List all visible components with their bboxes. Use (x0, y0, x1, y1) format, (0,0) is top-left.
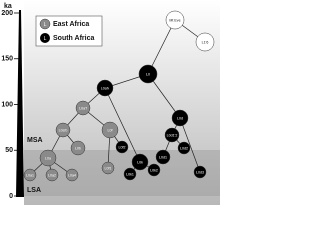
node-label: L0a4 (68, 173, 76, 177)
node (39, 149, 57, 167)
node-label: L0a1 (26, 173, 34, 177)
node (101, 161, 115, 175)
node (155, 149, 171, 165)
node-label: L0f2 (119, 145, 126, 149)
tick-label: 0 (9, 193, 13, 200)
node (138, 64, 158, 84)
node-label: L0a2 (48, 173, 56, 177)
node-label: L0d (177, 116, 183, 120)
legend-symbol-text: L (44, 22, 47, 28)
node (177, 141, 191, 155)
tick-label: 100 (1, 101, 13, 108)
node-label: L0d2 (180, 146, 188, 150)
axis-unit: ka (4, 3, 12, 10)
node (23, 168, 37, 182)
edge (147, 19, 176, 75)
edge (104, 87, 141, 163)
node (65, 168, 79, 182)
node-label: L0a'k (101, 86, 110, 90)
tick-label: 200 (1, 10, 13, 17)
node-label: L0a (45, 156, 51, 160)
node-label: L1'6 (202, 40, 209, 44)
node (193, 165, 207, 179)
node (55, 122, 71, 138)
node-label: Mt Eve (169, 18, 180, 22)
period-label: MSA (27, 137, 43, 144)
tick-label: 50 (5, 147, 13, 154)
node-label: L0d1 (159, 155, 167, 159)
node-label: L0a'f (79, 106, 87, 110)
node (164, 127, 180, 143)
node-label: L0d1'2 (167, 133, 178, 137)
node (131, 153, 149, 171)
period-label: LSA (27, 187, 41, 194)
node (195, 32, 215, 52)
nodes: Mt Eve L1'6 L0 L0a'k L0a'f L0a'b L0f L0a L0b L0f2… (23, 10, 215, 182)
legend-label: East Africa (53, 21, 89, 28)
time-axis (16, 10, 24, 197)
node (123, 167, 137, 181)
legend-symbol (39, 18, 51, 30)
node (165, 10, 185, 30)
legend-label: South Africa (53, 35, 94, 42)
edge (179, 117, 201, 173)
node-label: L0a'b (59, 128, 68, 132)
node (70, 140, 86, 156)
node-label: L0d3 (196, 170, 204, 174)
legend-symbol (40, 33, 50, 43)
node-label: L0 (146, 72, 150, 76)
node (101, 121, 119, 139)
node-label: L0k1 (126, 172, 134, 176)
node (115, 140, 129, 154)
node (45, 168, 59, 182)
node-label: L0f1 (105, 166, 112, 170)
node-label: L0k2 (150, 168, 158, 172)
node (75, 100, 91, 116)
node (147, 163, 161, 177)
legend-symbol-text: L (44, 36, 47, 42)
node (171, 109, 189, 127)
node (96, 79, 114, 97)
node-label: L0f (108, 128, 113, 132)
node-label: L0b (75, 146, 81, 150)
tick-label: 150 (1, 56, 13, 63)
node-label: L0k (137, 160, 143, 164)
